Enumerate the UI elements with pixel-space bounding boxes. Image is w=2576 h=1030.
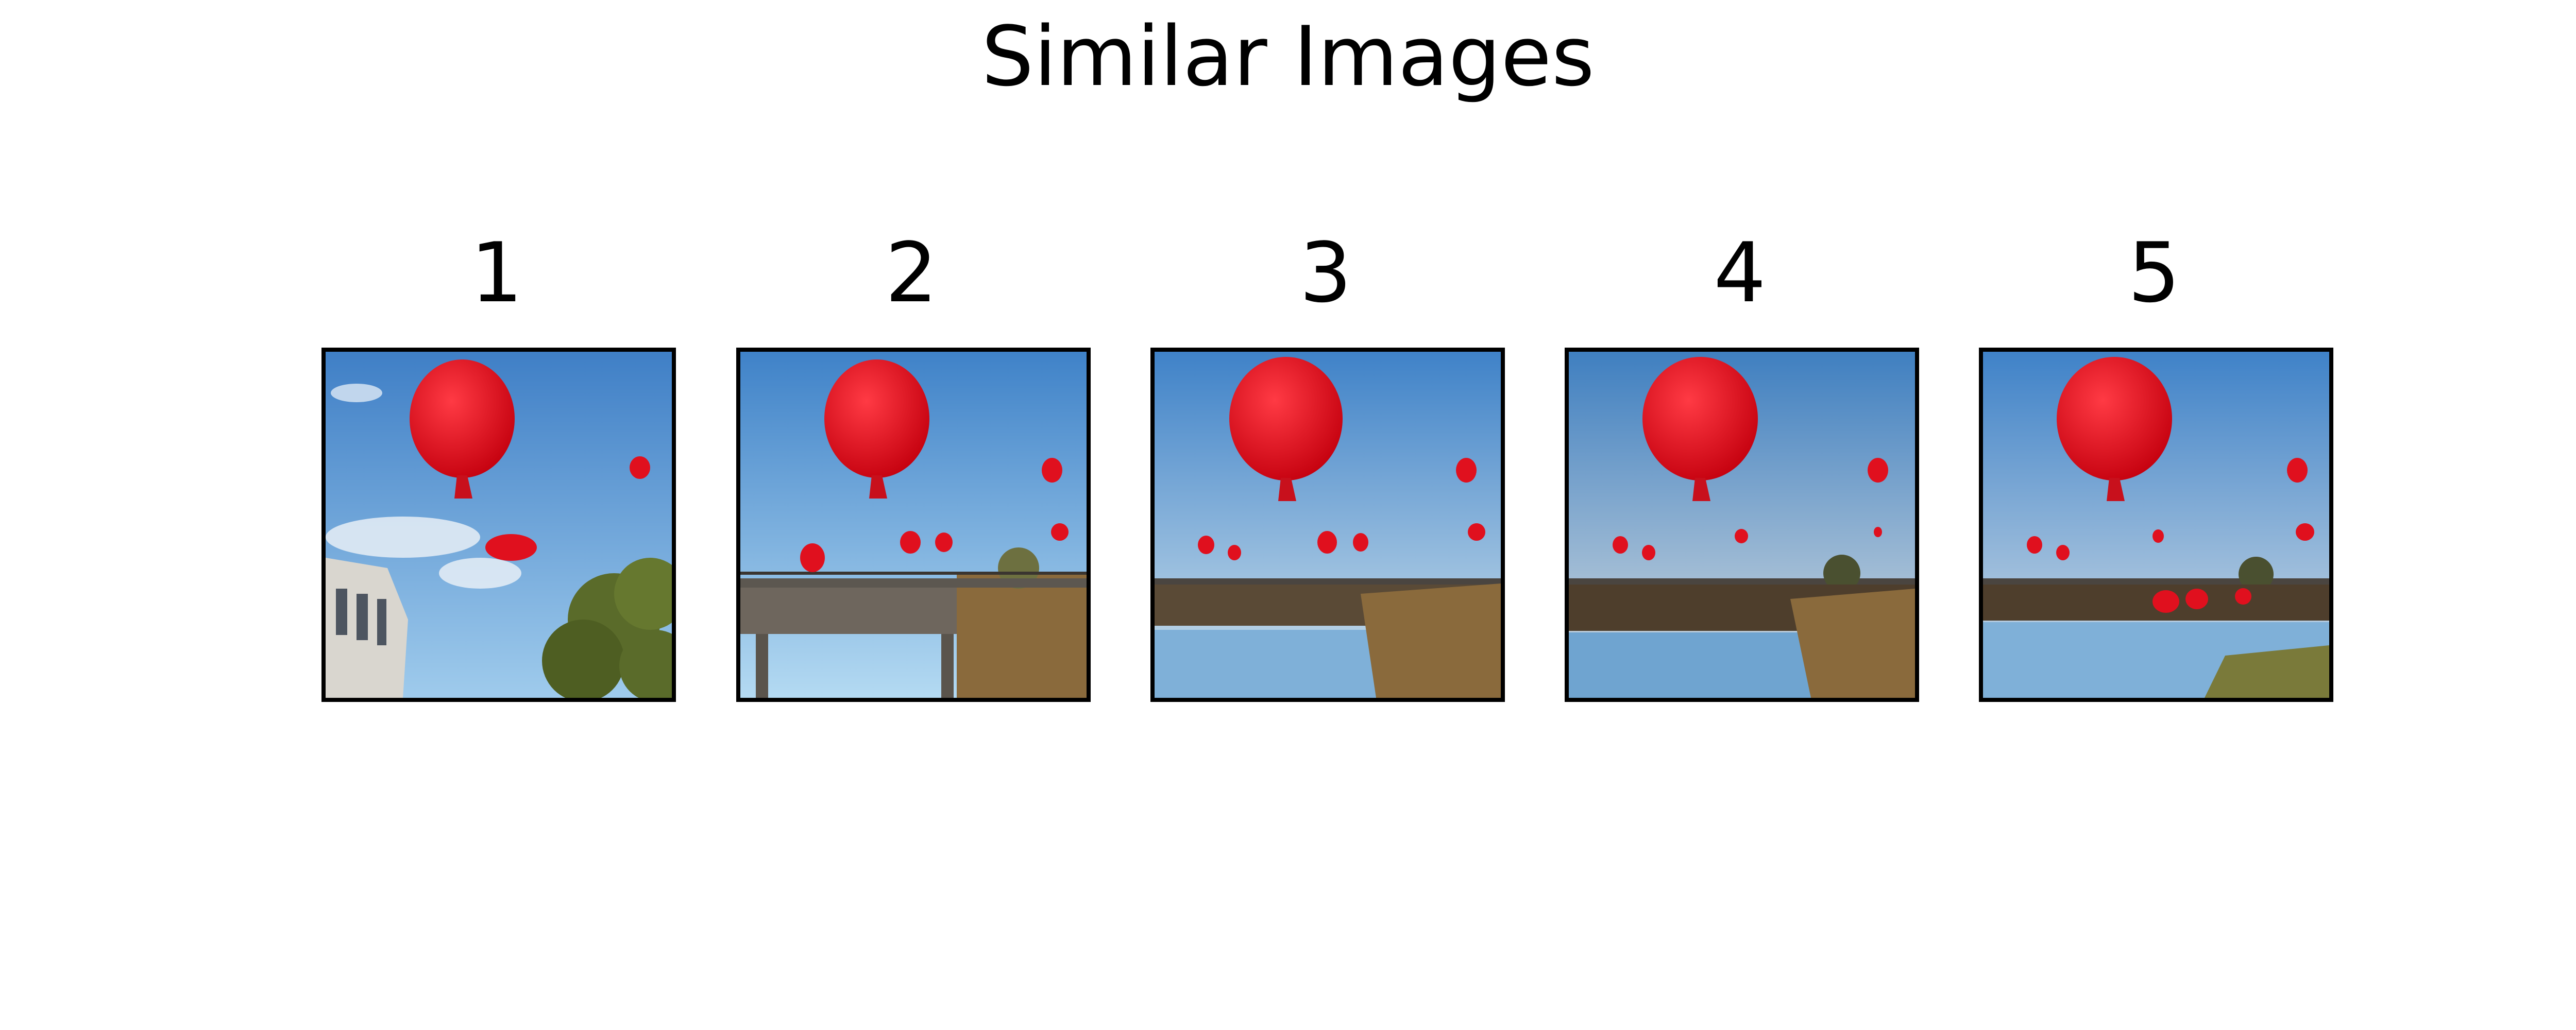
- photo-balloons-pond-reeds: [1983, 352, 2329, 698]
- image-frame: [321, 348, 676, 702]
- image-frame: [1565, 348, 1919, 702]
- image-frame: [1979, 348, 2333, 702]
- photo-balloons-pond-reeds: [1155, 352, 1501, 698]
- image-frame: [736, 348, 1091, 702]
- panel-label: 2: [885, 225, 938, 321]
- photo-balloons-bridge: [740, 352, 1087, 698]
- image-panel-1: 1: [321, 221, 676, 702]
- image-panel-5: 5: [1979, 221, 2333, 702]
- photo-balloons-pond-reeds: [1569, 352, 1915, 698]
- image-frame: [1150, 348, 1505, 702]
- photo-balloons-building-tree: [326, 352, 672, 698]
- figure-title: Similar Images: [981, 8, 1595, 105]
- panel-label: 5: [2128, 225, 2180, 321]
- panel-label: 3: [1299, 225, 1352, 321]
- panel-label: 1: [470, 225, 523, 321]
- image-panel-2: 2: [736, 221, 1091, 702]
- panel-label: 4: [1714, 225, 1766, 321]
- image-panel-4: 4: [1565, 221, 1919, 702]
- image-panel-3: 3: [1150, 221, 1505, 702]
